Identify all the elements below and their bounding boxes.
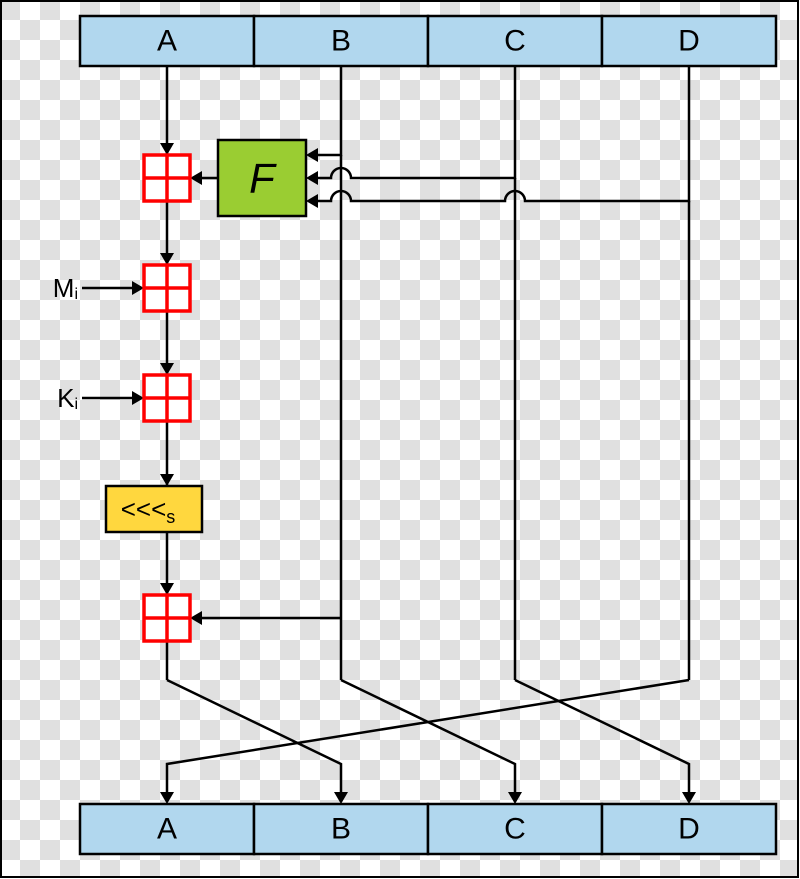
add-box [144, 375, 190, 421]
f-box: F [218, 140, 306, 216]
top-register: A B C D [80, 16, 776, 66]
add-box [144, 265, 190, 311]
bottom-register-label: C [504, 813, 526, 846]
add-box [144, 595, 190, 641]
top-register-label: C [504, 25, 526, 58]
bottom-register-label: B [331, 813, 351, 846]
bottom-register-label: A [157, 813, 177, 846]
top-register-label: A [157, 25, 177, 58]
shift-box: <<<s [106, 486, 202, 532]
f-label: F [249, 155, 277, 202]
bottom-register: A B C D [80, 804, 776, 854]
top-register-label: D [678, 25, 700, 58]
checker-bg [1, 1, 798, 877]
side-label: Mi [53, 273, 78, 303]
top-register-label: B [331, 25, 351, 58]
bottom-register-label: D [678, 813, 700, 846]
add-box [144, 155, 190, 201]
